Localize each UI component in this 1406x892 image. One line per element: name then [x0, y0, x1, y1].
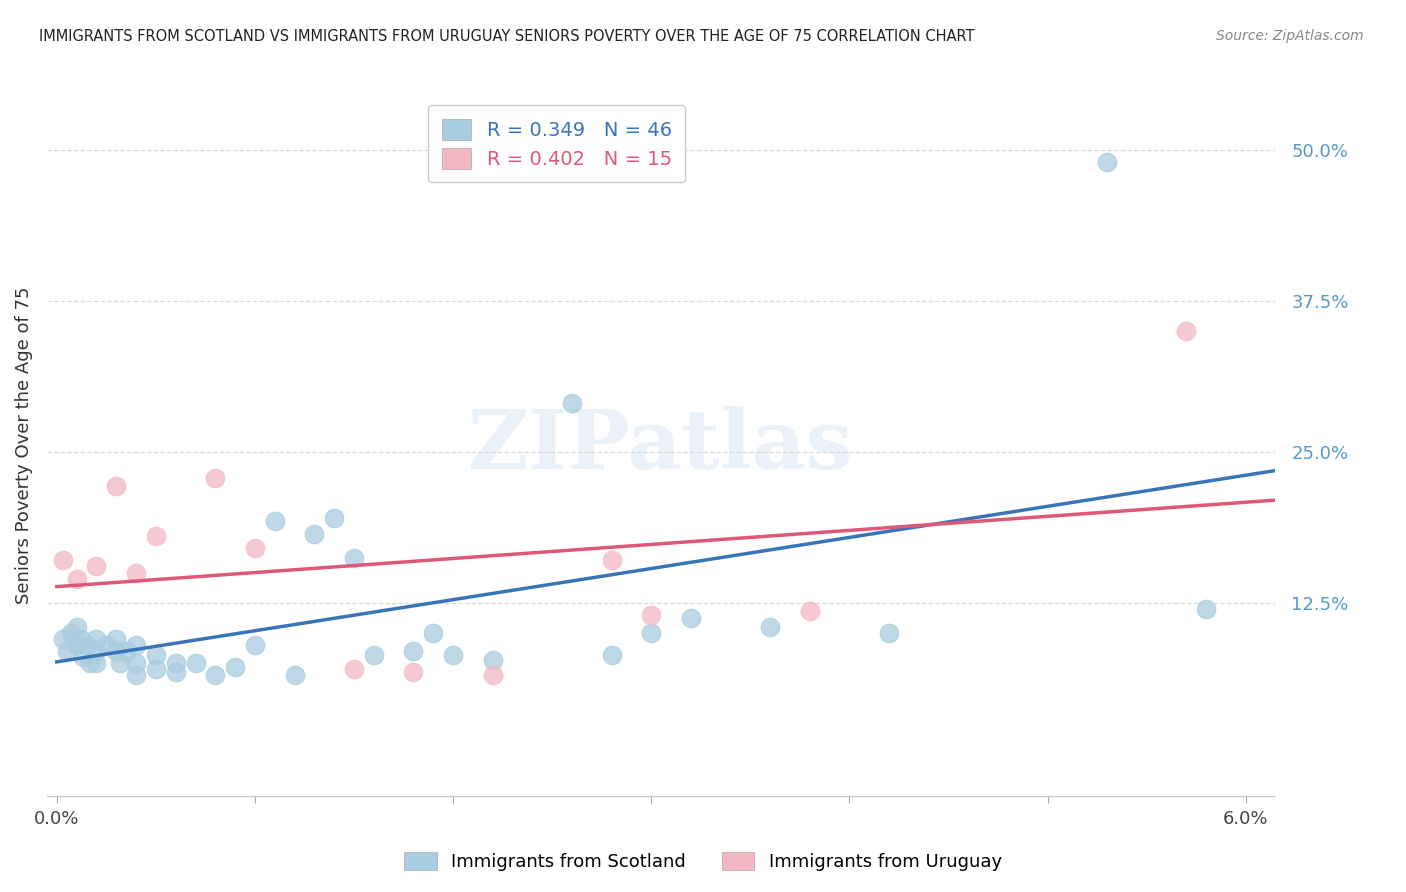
Point [441, 648, 464, 662]
Point [65, 572, 87, 586]
Point [481, 652, 503, 666]
Point [86, 656, 108, 670]
Point [105, 644, 128, 658]
Point [125, 656, 148, 670]
Point [86, 632, 108, 646]
Point [640, 607, 662, 622]
Point [600, 553, 623, 567]
Point [243, 541, 266, 556]
Point [65, 620, 87, 634]
Point [224, 660, 246, 674]
Point [79, 656, 101, 670]
Point [363, 648, 385, 662]
Point [52, 553, 75, 567]
Point [481, 668, 503, 682]
Point [204, 471, 226, 485]
Point [125, 638, 148, 652]
Point [343, 662, 366, 676]
Legend: R = 0.349   N = 46, R = 0.402   N = 15: R = 0.349 N = 46, R = 0.402 N = 15 [429, 105, 685, 182]
Point [1095, 154, 1118, 169]
Point [640, 626, 662, 640]
Y-axis label: Seniors Poverty Over the Age of 75: Seniors Poverty Over the Age of 75 [15, 287, 32, 605]
Point [55, 644, 77, 658]
Point [1195, 601, 1218, 615]
Point [323, 511, 346, 525]
Point [561, 396, 583, 410]
Point [165, 656, 187, 670]
Point [284, 668, 307, 682]
Point [69, 632, 91, 646]
Point [105, 632, 128, 646]
Point [402, 644, 425, 658]
Point [125, 566, 148, 580]
Point [422, 626, 444, 640]
Point [184, 656, 207, 670]
Point [59, 626, 82, 640]
Point [96, 638, 118, 652]
Point [145, 662, 167, 676]
Point [145, 529, 167, 543]
Point [263, 514, 285, 528]
Point [1175, 324, 1198, 338]
Point [679, 611, 702, 625]
Point [76, 638, 98, 652]
Point [52, 632, 75, 646]
Point [165, 665, 187, 679]
Point [343, 551, 366, 566]
Point [402, 665, 425, 679]
Point [86, 644, 108, 658]
Point [145, 648, 167, 662]
Point [105, 478, 128, 492]
Text: IMMIGRANTS FROM SCOTLAND VS IMMIGRANTS FROM URUGUAY SENIORS POVERTY OVER THE AGE: IMMIGRANTS FROM SCOTLAND VS IMMIGRANTS F… [39, 29, 974, 45]
Point [600, 648, 623, 662]
Point [115, 644, 138, 658]
Text: Source: ZipAtlas.com: Source: ZipAtlas.com [1216, 29, 1364, 44]
Point [799, 604, 821, 618]
Point [877, 626, 900, 640]
Text: ZIPatlas: ZIPatlas [468, 406, 853, 485]
Point [304, 527, 326, 541]
Point [125, 668, 148, 682]
Point [108, 656, 131, 670]
Point [72, 650, 94, 665]
Legend: Immigrants from Scotland, Immigrants from Uruguay: Immigrants from Scotland, Immigrants fro… [396, 845, 1010, 879]
Point [86, 559, 108, 574]
Point [243, 638, 266, 652]
Point [65, 638, 87, 652]
Point [759, 620, 782, 634]
Point [204, 668, 226, 682]
